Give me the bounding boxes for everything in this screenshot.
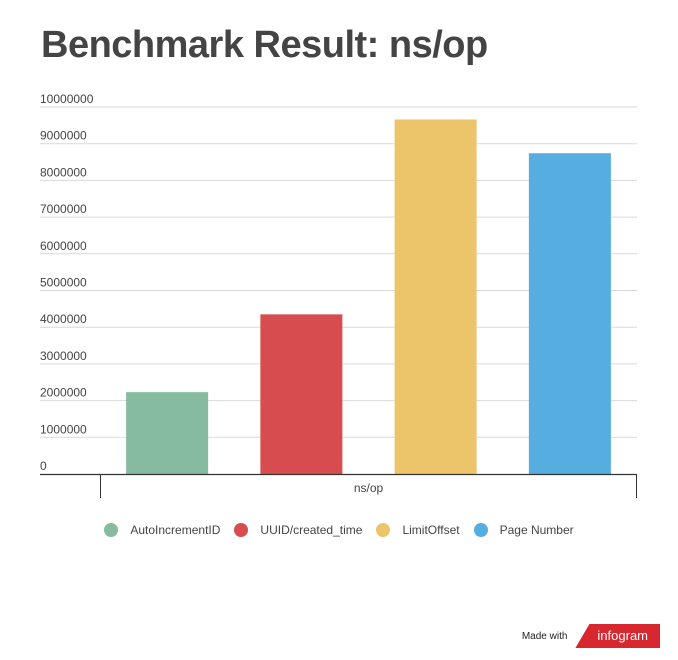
legend-swatch bbox=[234, 523, 249, 537]
legend-item[interactable]: LimitOffset bbox=[376, 523, 460, 537]
bars bbox=[126, 119, 611, 474]
legend-label: LimitOffset bbox=[402, 523, 460, 537]
y-tick-label: 8000000 bbox=[40, 165, 87, 179]
legend-swatch bbox=[376, 523, 391, 537]
y-tick-label: 4000000 bbox=[40, 312, 87, 326]
bar-chart: 0 1000000 2000000 3000000 4000000 5000000 6000… bbox=[40, 92, 637, 498]
y-axis-tick-labels: 0 1000000 2000000 3000000 4000000 5000000 6000… bbox=[40, 92, 94, 473]
y-tick-label: 1000000 bbox=[40, 422, 87, 436]
legend-swatch bbox=[473, 523, 488, 537]
y-tick-label: 10000000 bbox=[40, 92, 94, 106]
x-category-label: ns/op bbox=[354, 481, 384, 495]
made-with-label: Made with bbox=[521, 630, 568, 642]
y-tick-label: 5000000 bbox=[40, 276, 87, 290]
y-tick-label: 3000000 bbox=[40, 349, 87, 363]
y-tick-label: 2000000 bbox=[40, 386, 87, 400]
legend-item[interactable]: Page Number bbox=[473, 523, 574, 537]
bar-autoincrementid bbox=[126, 392, 209, 474]
y-tick-label: 6000000 bbox=[40, 239, 87, 253]
y-tick-label: 7000000 bbox=[40, 202, 87, 216]
legend-item[interactable]: UUID/created_time bbox=[234, 523, 362, 537]
legend-label: AutoIncrementID bbox=[130, 523, 221, 537]
footer: Made with infogram bbox=[522, 624, 660, 648]
legend: AutoIncrementID UUID/created_time LimitOff… bbox=[0, 523, 678, 537]
legend-label: UUID/created_time bbox=[260, 523, 363, 537]
legend-swatch bbox=[104, 523, 119, 537]
infogram-logo[interactable]: infogram bbox=[575, 624, 660, 648]
legend-label: Page Number bbox=[499, 523, 574, 537]
y-tick-label: 0 bbox=[40, 459, 47, 473]
bar-limitoffset bbox=[394, 119, 477, 474]
bar-page-number bbox=[528, 153, 611, 474]
y-tick-label: 9000000 bbox=[40, 129, 87, 143]
legend-item[interactable]: AutoIncrementID bbox=[104, 523, 220, 537]
chart-title: Benchmark Result: ns/op bbox=[41, 24, 488, 66]
bar-uuid-created-time bbox=[260, 314, 343, 474]
x-axis: ns/op bbox=[40, 473, 637, 498]
